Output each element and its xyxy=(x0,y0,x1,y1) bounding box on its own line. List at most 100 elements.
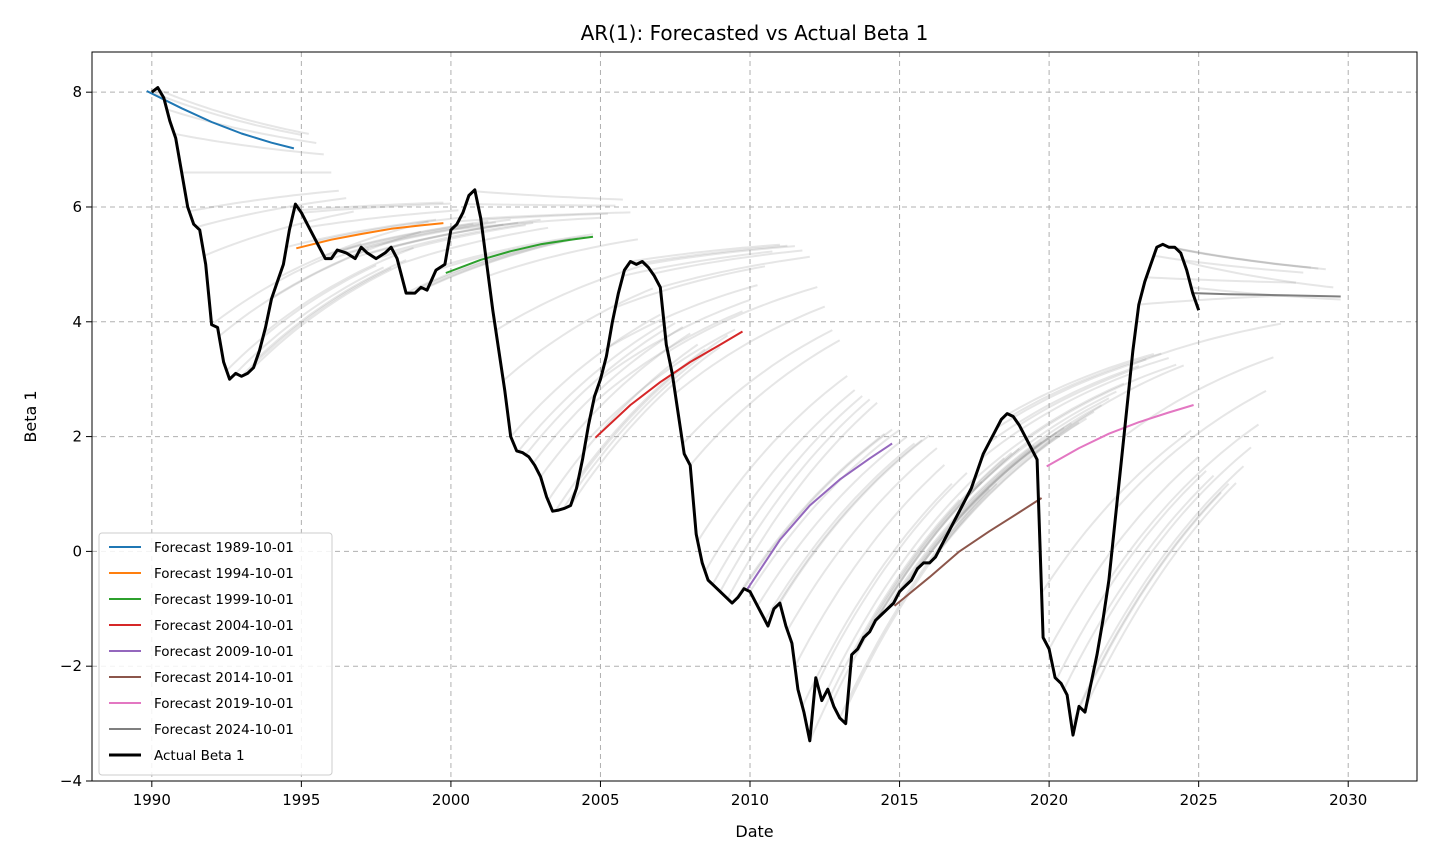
forecast-series-line xyxy=(296,222,444,250)
ghost-forecast-line xyxy=(1070,491,1222,726)
x-tick-label: 2015 xyxy=(880,791,918,809)
ghost-forecast-line xyxy=(996,358,1147,429)
ghost-forecast-line xyxy=(660,255,810,289)
ghost-forecast-line xyxy=(368,221,519,255)
ghost-forecast-line xyxy=(509,313,661,438)
legend-label: Forecast 1994-10-01 xyxy=(154,566,294,582)
ghost-forecast-line xyxy=(375,224,526,260)
ghost-forecast-line xyxy=(1048,456,1200,650)
ghost-forecast-line xyxy=(293,201,444,212)
ghost-forecast-line xyxy=(398,226,549,266)
ghost-forecast-line xyxy=(786,447,938,631)
plot-frame xyxy=(91,51,1418,782)
forecast-series-line xyxy=(594,330,744,439)
ghost-forecast-lines xyxy=(151,89,1341,742)
ghost-forecast-line xyxy=(1100,446,1252,630)
ghost-forecast-line xyxy=(704,389,856,573)
ghost-forecast-line xyxy=(174,132,324,156)
legend-label: Forecast 2004-10-01 xyxy=(154,618,294,634)
ghost-forecast-line xyxy=(630,243,780,263)
ghost-forecast-line xyxy=(801,482,953,707)
ghost-forecast-line xyxy=(151,91,302,136)
ghost-forecast-line xyxy=(390,218,541,249)
ghost-forecast-line xyxy=(1026,363,1177,441)
ghost-forecast-line xyxy=(532,326,684,464)
ghost-forecast-line xyxy=(1131,322,1282,366)
forecast-series-line xyxy=(746,442,893,590)
ghost-forecast-line xyxy=(218,248,370,337)
y-tick-label: 6 xyxy=(72,198,82,216)
ghost-forecast-line xyxy=(450,216,601,231)
ghost-forecast-line xyxy=(876,441,1028,620)
ghost-forecast-line xyxy=(465,203,616,207)
ghost-forecast-line xyxy=(1063,474,1215,690)
x-axis-ticks: 1990 1995 2000 2005 2010 2015 2020 2025 2030 xyxy=(133,781,1367,809)
y-axis-label: Beta 1 xyxy=(21,390,40,442)
ghost-forecast-line xyxy=(816,472,968,684)
forecast-series-line xyxy=(893,497,1043,607)
ghost-forecast-line xyxy=(569,346,721,507)
ghost-forecast-line xyxy=(1176,247,1326,271)
ghost-forecast-line xyxy=(861,452,1013,641)
ghost-forecast-line xyxy=(539,332,691,478)
ghost-forecast-line xyxy=(1183,260,1334,289)
legend-label: Forecast 2009-10-01 xyxy=(154,644,294,660)
ghost-forecast-line xyxy=(547,343,699,501)
ghost-forecast-line xyxy=(771,439,923,614)
ghost-forecast-line xyxy=(345,221,496,254)
y-tick-label: 4 xyxy=(72,313,82,331)
ghost-forecast-line xyxy=(480,211,631,220)
ghost-forecast-line xyxy=(622,250,773,277)
ghost-forecast-line xyxy=(458,212,608,223)
ghost-forecast-line xyxy=(599,298,751,380)
forecast-series-line xyxy=(445,235,594,274)
ghost-forecast-line xyxy=(913,427,1065,575)
ghost-forecast-line xyxy=(741,428,893,592)
ghost-forecast-line xyxy=(734,433,886,601)
forecast-series-line xyxy=(1193,292,1341,298)
ghost-forecast-line xyxy=(584,328,736,443)
x-tick-label: 2020 xyxy=(1030,791,1068,809)
ghost-forecast-line xyxy=(1055,470,1207,680)
ghost-forecast-line xyxy=(674,305,826,395)
y-tick-label: 2 xyxy=(72,428,82,446)
ghost-forecast-line xyxy=(502,287,654,382)
legend: Forecast 1989-10-01 Forecast 1994-10-01 Fo… xyxy=(98,532,333,776)
ghost-forecast-line xyxy=(1168,246,1319,270)
ghost-forecast-line xyxy=(756,435,908,607)
ghost-forecast-line xyxy=(667,286,818,353)
ghost-forecast-line xyxy=(696,375,848,542)
ghost-forecast-line xyxy=(966,390,1117,498)
ghost-forecast-line xyxy=(928,421,1080,564)
legend-label: Forecast 1989-10-01 xyxy=(154,540,294,556)
ghost-forecast-line xyxy=(308,209,459,229)
ghost-forecast-line xyxy=(615,265,766,309)
ghost-forecast-line xyxy=(443,233,594,267)
ghost-forecast-line xyxy=(301,202,451,214)
ghost-forecast-line xyxy=(1138,294,1289,306)
chart-title: AR(1): Forecasted vs Actual Beta 1 xyxy=(581,21,929,45)
ghost-forecast-line xyxy=(607,284,758,349)
ghost-forecast-line xyxy=(562,347,714,510)
ghost-forecast-line xyxy=(1153,254,1304,274)
ghost-forecast-line xyxy=(1078,482,1230,707)
ghost-forecast-line xyxy=(764,442,916,621)
legend-box xyxy=(98,532,333,776)
ghost-forecast-line xyxy=(652,249,803,275)
ghost-forecast-line xyxy=(1146,276,1296,284)
actual-series-line xyxy=(150,86,1201,743)
ghost-forecast-line xyxy=(808,499,961,742)
ghost-forecast-line xyxy=(240,267,392,378)
ghost-forecast-line xyxy=(338,220,489,252)
ghost-forecast-line xyxy=(255,259,407,360)
ghost-forecast-line xyxy=(719,398,871,593)
legend-label: Actual Beta 1 xyxy=(154,748,245,764)
ghost-forecast-line xyxy=(898,435,1050,593)
ghost-forecast-line xyxy=(495,263,646,332)
ghost-forecast-line xyxy=(1011,352,1162,417)
legend-label: Forecast 1999-10-01 xyxy=(154,592,294,608)
series-lines xyxy=(146,86,1341,743)
ghost-forecast-line xyxy=(263,246,414,335)
ghost-forecast-line xyxy=(831,480,983,703)
